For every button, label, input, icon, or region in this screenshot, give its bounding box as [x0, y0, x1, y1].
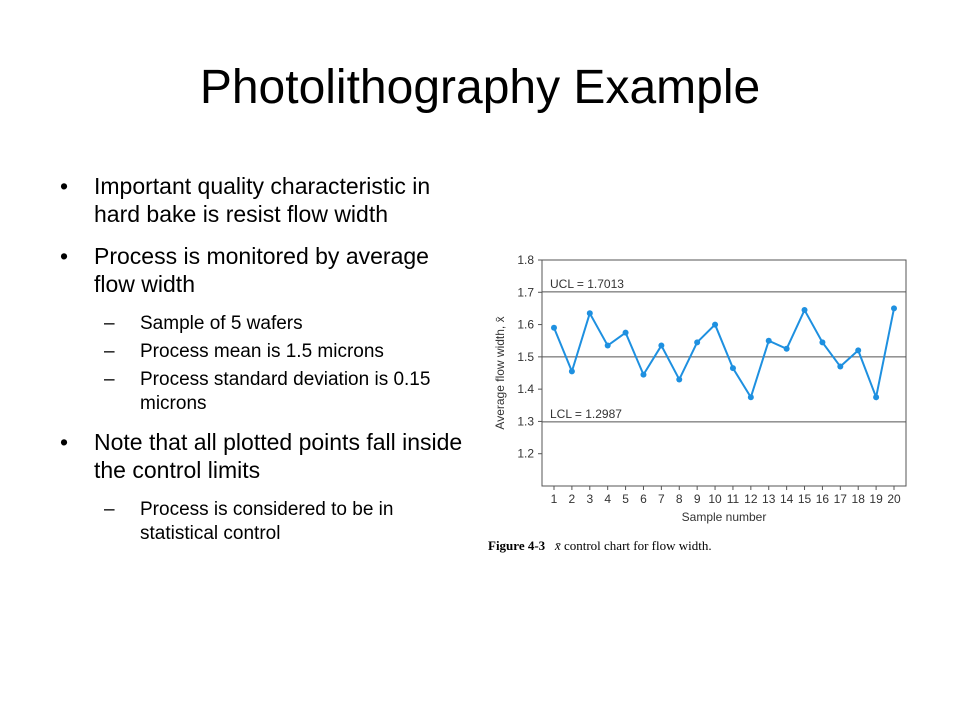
y-axis-label: Average flow width, x̄ — [493, 316, 507, 429]
data-point — [819, 339, 826, 346]
control-chart: UCL = 1.7013 LCL = 1.2987 1.2 1.3 1.4 1.5 1.6 1… — [493, 253, 907, 524]
data-point — [658, 342, 665, 349]
x-tick-label: 4 — [604, 492, 611, 506]
sub-bullet-dash: – — [104, 313, 115, 334]
x-tick-label: 10 — [708, 492, 722, 506]
bullet-item: • Process is monitored by average flow w… — [60, 242, 470, 298]
bullet-dot: • — [60, 173, 69, 199]
x-tick-label: 11 — [727, 492, 740, 506]
control-chart-figure: UCL = 1.7013 LCL = 1.2987 1.2 1.3 1.4 1.5 1.6 1… — [488, 248, 928, 578]
bullet-list: • Important quality characteristic in ha… — [60, 172, 470, 550]
data-point — [855, 347, 862, 354]
x-tick-label: 3 — [586, 492, 593, 506]
x-tick-label: 1 — [551, 492, 558, 506]
bullet-text: Process is monitored by average flow wid… — [94, 243, 429, 297]
bullet-dot: • — [60, 243, 69, 269]
x-tick-label: 9 — [694, 492, 701, 506]
x-tick-label: 15 — [798, 492, 812, 506]
x-tick-label: 12 — [744, 492, 758, 506]
data-point — [783, 345, 790, 352]
figure-caption: Figure 4-3 x̄ control chart for flow wid… — [488, 538, 712, 554]
x-tick-label: 5 — [622, 492, 629, 506]
sub-bullet-item: – Process standard deviation is 0.15 mic… — [60, 368, 470, 416]
data-point — [801, 307, 808, 314]
y-tick-label: 1.7 — [517, 285, 534, 299]
data-point — [712, 321, 719, 328]
sub-bullet-text: Process standard deviation is 0.15 micro… — [140, 369, 431, 414]
x-tick-label: 18 — [852, 492, 866, 506]
y-tick-label: 1.4 — [517, 382, 534, 396]
sub-bullet-item: – Process is considered to be in statist… — [60, 498, 470, 546]
data-point — [551, 324, 557, 331]
y-tick-label: 1.2 — [517, 447, 534, 461]
data-point — [729, 365, 736, 372]
data-point — [586, 310, 593, 317]
data-point — [837, 363, 844, 370]
data-point — [694, 339, 701, 346]
x-tick-label: 8 — [676, 492, 683, 506]
bullet-item: • Note that all plotted points fall insi… — [60, 428, 470, 484]
data-point — [676, 376, 683, 383]
sub-bullet-dash: – — [104, 499, 115, 520]
bullet-dot: • — [60, 429, 69, 455]
sub-bullet-text: Process is considered to be in statistic… — [140, 499, 394, 544]
y-tick-label: 1.6 — [517, 318, 534, 332]
bullet-text: Important quality characteristic in hard… — [94, 173, 431, 227]
sub-bullet-item: – Sample of 5 wafers — [60, 312, 470, 336]
x-tick-label: 14 — [780, 492, 794, 506]
bullet-item: • Important quality characteristic in ha… — [60, 172, 470, 228]
sub-bullet-dash: – — [104, 341, 115, 362]
slide-title: Photolithography Example — [199, 61, 761, 114]
y-tick-label: 1.3 — [517, 414, 534, 428]
data-point — [622, 329, 629, 336]
data-point — [604, 342, 611, 349]
x-tick-label: 7 — [658, 492, 665, 506]
figure-label: Figure 4-3 — [488, 538, 546, 553]
data-point — [765, 337, 772, 344]
x-axis-label: Sample number — [682, 510, 767, 524]
x-tick-label: 6 — [640, 492, 647, 506]
figure-caption-text: control chart for flow width. — [560, 538, 712, 553]
sub-bullet-item: – Process mean is 1.5 microns — [60, 340, 470, 364]
y-tick-label: 1.5 — [517, 350, 534, 364]
sub-bullet-dash: – — [104, 369, 115, 390]
x-tick-label: 16 — [816, 492, 830, 506]
y-tick-label: 1.8 — [517, 253, 534, 267]
sub-bullet-text: Sample of 5 wafers — [140, 313, 303, 334]
x-tick-label: 13 — [762, 492, 776, 506]
x-tick-label: 2 — [569, 492, 576, 506]
data-point — [747, 394, 754, 401]
series-line — [553, 307, 895, 401]
plot-frame — [541, 259, 907, 487]
x-tick-label: 17 — [834, 492, 848, 506]
data-point — [640, 371, 647, 378]
data-point — [873, 394, 880, 401]
data-point — [891, 305, 897, 312]
control-limit-label: LCL = 1.2987 — [550, 407, 622, 421]
bullet-text: Note that all plotted points fall inside… — [94, 429, 463, 483]
x-tick-label: 20 — [887, 492, 901, 506]
sub-bullet-text: Process mean is 1.5 microns — [140, 341, 384, 362]
data-point — [568, 368, 575, 375]
control-limit-label: UCL = 1.7013 — [550, 277, 624, 291]
x-tick-label: 19 — [869, 492, 883, 506]
xbar-symbol: x̄ — [554, 538, 561, 553]
